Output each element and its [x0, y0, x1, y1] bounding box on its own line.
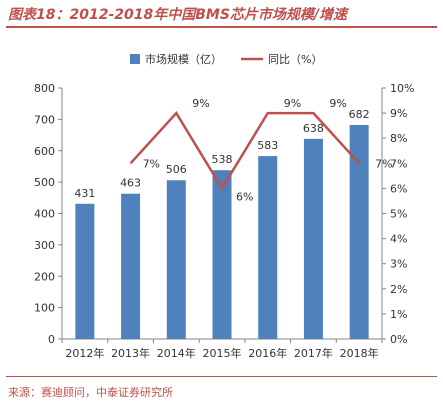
source-divider — [6, 376, 437, 377]
x-tick-label: 2014年 — [157, 346, 196, 360]
source-note: 来源：赛迪顾问，中泰证券研究所 — [8, 386, 173, 399]
bar — [121, 193, 141, 339]
y-tick-label: 400 — [34, 208, 55, 221]
y2-tick-label: 6% — [390, 182, 407, 195]
line-value-label: 7% — [375, 157, 392, 170]
bar-value-label: 583 — [257, 139, 278, 152]
legend-bar-swatch — [130, 54, 140, 64]
bar — [303, 138, 323, 339]
line-value-label: 9% — [284, 97, 301, 110]
y2-tick-label: 8% — [390, 132, 407, 145]
line-value-label: 9% — [329, 97, 346, 110]
line-value-label: 6% — [236, 190, 253, 203]
x-tick-label: 2018年 — [340, 346, 379, 360]
bar — [75, 203, 95, 339]
y-tick-label: 800 — [34, 82, 55, 95]
bar-value-label: 638 — [303, 122, 324, 135]
y2-tick-label: 7% — [390, 157, 407, 170]
title-divider — [6, 26, 437, 28]
x-tick-label: 2016年 — [248, 346, 287, 360]
legend-line-label: 同比（%） — [268, 53, 322, 66]
growth-line — [129, 111, 361, 191]
bar-value-label: 682 — [349, 108, 370, 121]
line-value-label: 7% — [143, 157, 160, 170]
y2-tick-label: 3% — [390, 258, 407, 271]
bar — [212, 170, 232, 339]
y-tick-label: 600 — [34, 145, 55, 158]
x-tick-label: 2015年 — [203, 346, 242, 360]
y-tick-label: 200 — [34, 270, 55, 283]
y-tick-label: 100 — [34, 302, 55, 315]
y2-tick-label: 0% — [390, 333, 407, 346]
y-tick-label: 0 — [48, 333, 55, 346]
y2-tick-label: 4% — [390, 233, 407, 246]
line-value-label: 9% — [192, 97, 209, 110]
bar-value-label: 463 — [120, 177, 141, 190]
x-tick-label: 2012年 — [65, 346, 104, 360]
bar — [166, 180, 186, 339]
chart-title: 图表18：2012-2018年中国BMS芯片市场规模/增速 — [8, 7, 348, 23]
y-tick-label: 700 — [34, 113, 55, 126]
y2-tick-label: 2% — [390, 283, 407, 296]
y2-tick-label: 5% — [390, 208, 407, 221]
y-tick-label: 300 — [34, 239, 55, 252]
legend-bar-label: 市场规模（亿） — [145, 52, 222, 66]
bar — [258, 156, 278, 339]
y2-tick-label: 10% — [390, 82, 414, 95]
bar — [349, 125, 369, 340]
x-tick-label: 2013年 — [111, 346, 150, 360]
bar-value-label: 431 — [74, 187, 95, 200]
y2-tick-label: 9% — [390, 107, 407, 120]
x-tick-label: 2017年 — [294, 346, 333, 360]
bar-value-label: 538 — [212, 153, 233, 166]
y2-tick-label: 1% — [390, 308, 407, 321]
bar-value-label: 506 — [166, 163, 187, 176]
y-tick-label: 500 — [34, 176, 55, 189]
